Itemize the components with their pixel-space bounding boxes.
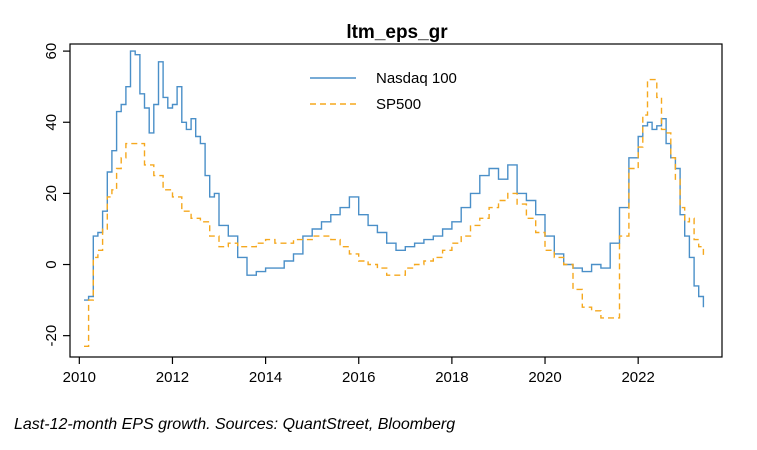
y-tick-label: 40 [43,114,60,131]
y-tick-label: 0 [43,260,60,268]
axes: 2010 2012 2014 2016 2018 2020 2022 -20 0 20 40 60 [43,43,655,386]
legend-label: SP500 [376,96,421,113]
chart-title: ltm_eps_gr [346,22,448,43]
series-layer [84,50,705,347]
legend: Nasdaq 100 SP500 [310,70,457,113]
x-tick-label: 2012 [156,369,189,386]
y-tick-label: -20 [43,325,60,347]
series-line-nasdaq-100 [84,50,705,308]
x-tick-label: 2010 [63,369,96,386]
figure-caption: Last-12-month EPS growth. Sources: Quant… [14,416,456,433]
x-tick-label: 2020 [528,369,561,386]
plot-frame [69,43,723,358]
series-line-sp500 [84,78,705,347]
y-tick-label: 60 [43,43,60,60]
y-tick-label: 20 [43,185,60,202]
x-tick-label: 2022 [621,369,654,386]
x-tick-label: 2016 [342,369,375,386]
x-tick-label: 2014 [249,369,282,386]
x-tick-label: 2018 [435,369,468,386]
line-chart: ltm_eps_gr 2010 2012 2014 2016 2018 2020 2022 -… [43,22,723,386]
legend-label: Nasdaq 100 [376,70,457,87]
